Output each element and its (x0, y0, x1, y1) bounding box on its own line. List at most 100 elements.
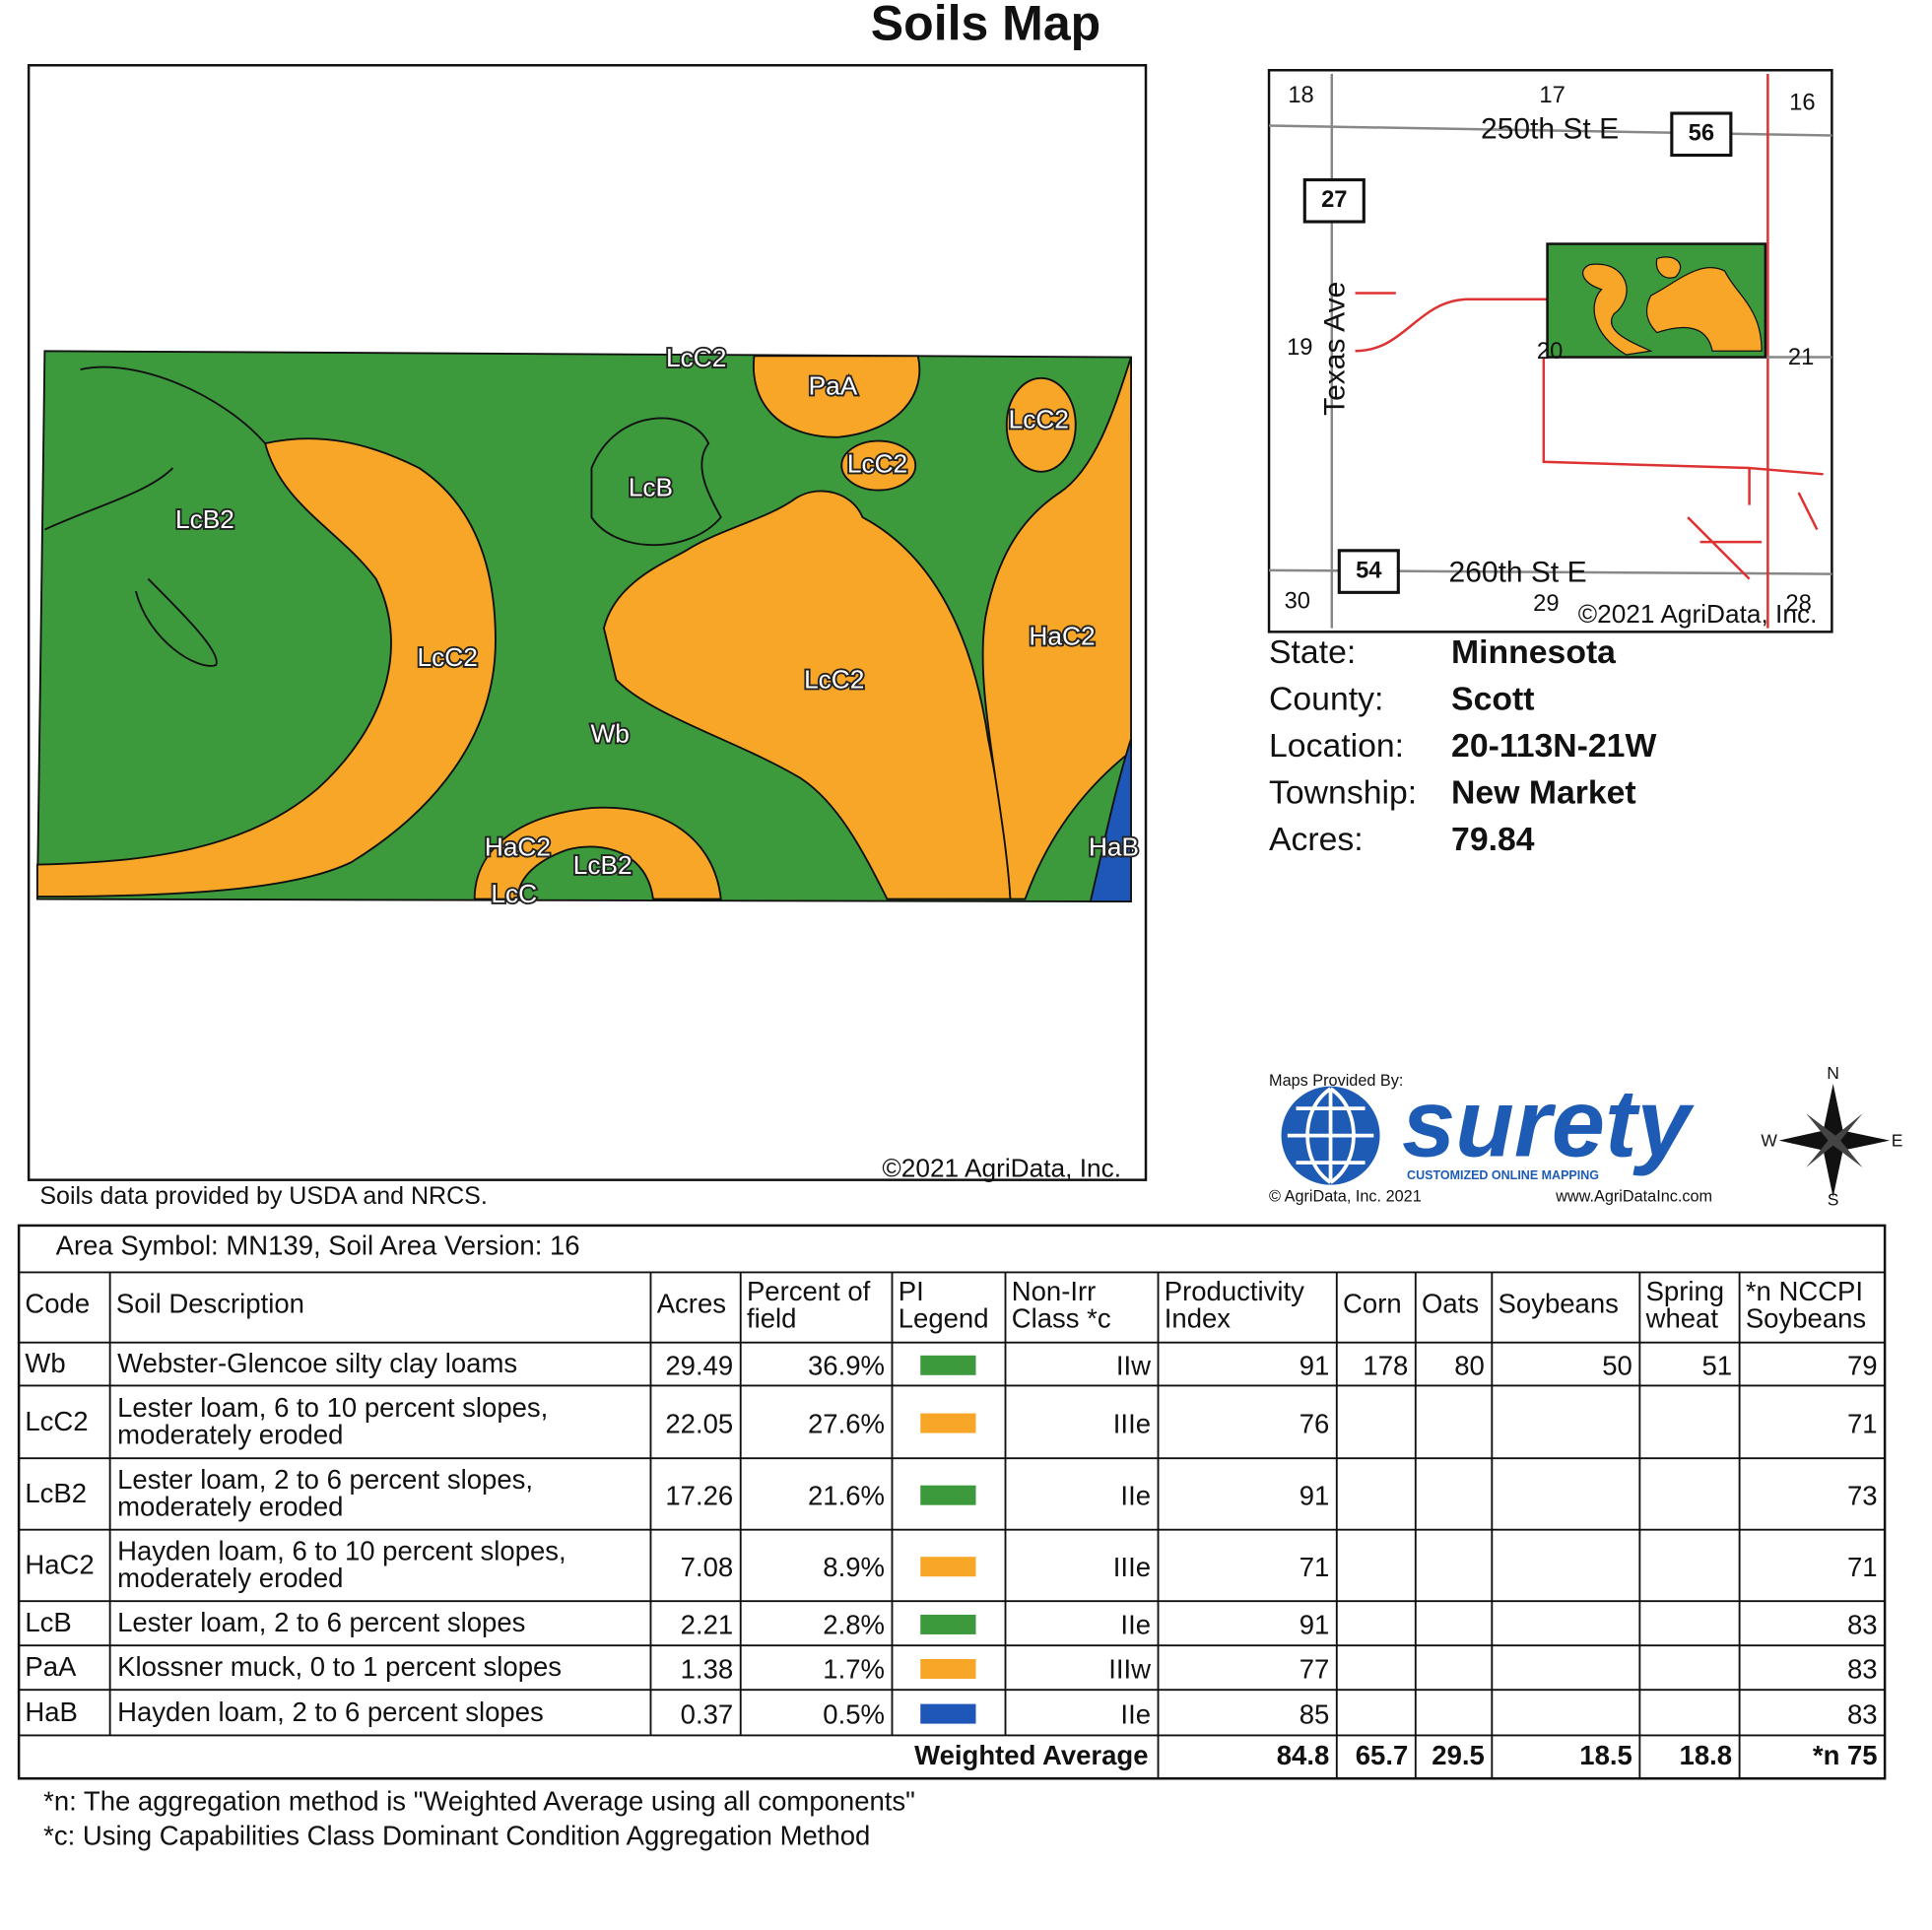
logo-tagline: CUSTOMIZED ONLINE MAPPING (1407, 1168, 1599, 1182)
logo: Maps Provided By: surety CUSTOMIZED ONLI… (1269, 1069, 1712, 1205)
soil-label: HaB (1089, 832, 1139, 861)
cell-percent: 2.8% (823, 1610, 885, 1640)
footer-pi: 84.8 (1277, 1740, 1330, 1770)
soil-code: HaB (25, 1697, 77, 1727)
section-number: 16 (1789, 89, 1815, 115)
info-value: Minnesota (1451, 633, 1616, 671)
cell-nccpi: 83 (1847, 1698, 1878, 1729)
cell-class: IIe (1120, 1610, 1151, 1640)
locator-parcel (1546, 242, 1767, 359)
soil-label: LcB2 (175, 504, 234, 534)
pi-legend-swatch (920, 1355, 976, 1375)
section-number: 20 (1537, 338, 1563, 365)
cell-oats: 80 (1454, 1351, 1485, 1381)
footnote: *c: Using Capabilities Class Dominant Co… (43, 1821, 870, 1851)
soil-label: LcC2 (804, 664, 864, 694)
logo-brand: surety (1402, 1069, 1695, 1176)
cell-pi: 76 (1299, 1408, 1330, 1438)
cell-pi: 77 (1299, 1654, 1330, 1685)
pi-legend-swatch (920, 1703, 976, 1724)
cell-class: IIIe (1113, 1408, 1151, 1438)
logo-copyright: © AgriData, Inc. 2021 (1269, 1187, 1422, 1205)
locator-roads (1269, 74, 1832, 629)
soil-label: LcC2 (418, 642, 478, 672)
column-header: Acres (657, 1288, 726, 1318)
soil-label: LcB (629, 472, 673, 501)
soil-label: LcC (491, 879, 537, 908)
soil-code: Wb (25, 1348, 65, 1378)
soil-description: moderately eroded (117, 1420, 343, 1450)
soil-code: LcB (25, 1607, 71, 1637)
column-header: Spring (1646, 1276, 1725, 1306)
cell-acres: 0.37 (681, 1698, 734, 1729)
info-panel: State: Minnesota County: Scott Location: 20-1… (1269, 633, 1656, 858)
soil-label: Wb (591, 718, 630, 748)
column-header: Productivity (1165, 1276, 1304, 1306)
footnote: *n: The aggregation method is "Weighted … (43, 1785, 915, 1816)
soil-map (35, 350, 1132, 903)
section-number: 18 (1288, 82, 1313, 108)
column-header: Soil Description (116, 1288, 304, 1318)
soil-code: HaC2 (25, 1549, 94, 1579)
info-value: 79.84 (1451, 821, 1535, 858)
pi-legend-swatch (920, 1614, 976, 1634)
info-label: Acres: (1269, 821, 1364, 858)
soil-label: HaC2 (1029, 622, 1095, 651)
cell-acres: 29.49 (665, 1351, 733, 1381)
soil-label: HaC2 (485, 832, 551, 861)
cell-percent: 36.9% (808, 1351, 885, 1381)
cell-soybeans: 50 (1602, 1351, 1632, 1381)
column-header: Code (25, 1288, 90, 1318)
section-number: 28 (1785, 590, 1811, 617)
footer-soybeans: 18.5 (1579, 1740, 1632, 1770)
cell-nccpi: 79 (1847, 1351, 1878, 1381)
pi-legend-swatch (920, 1413, 976, 1433)
cell-pi: 91 (1299, 1610, 1330, 1640)
soil-description: Lester loam, 2 to 6 percent slopes (117, 1607, 525, 1637)
cell-nccpi: 83 (1847, 1654, 1878, 1685)
cell-pi: 91 (1299, 1480, 1330, 1510)
source-note: Soils data provided by USDA and NRCS. (39, 1182, 487, 1210)
soil-label: PaA (809, 371, 858, 401)
map-copyright: ©2021 AgriData, Inc. (882, 1154, 1121, 1183)
cell-percent: 1.7% (823, 1654, 885, 1685)
info-value: New Market (1451, 773, 1636, 811)
soil-description: Lester loam, 2 to 6 percent slopes, (117, 1464, 533, 1495)
info-value: Scott (1451, 680, 1534, 717)
compass-e: E (1892, 1131, 1903, 1151)
shield (1670, 111, 1733, 158)
cell-class: IIe (1120, 1698, 1151, 1729)
cell-acres: 7.08 (681, 1552, 734, 1582)
locator-labels: 18 17 16 19 20 21 30 29 28 250th St E 260th St E Te… (1285, 82, 1816, 617)
cell-acres: 2.21 (681, 1610, 734, 1640)
column-header: *n NCCPI (1746, 1276, 1863, 1306)
cell-wheat: 51 (1702, 1351, 1733, 1381)
column-header: wheat (1645, 1302, 1719, 1333)
cell-pi: 91 (1299, 1351, 1330, 1381)
section-number: 17 (1539, 82, 1565, 108)
cell-corn: 178 (1363, 1351, 1408, 1381)
cell-pi: 71 (1299, 1552, 1330, 1582)
soil-code: PaA (25, 1651, 77, 1682)
shield-number: 27 (1321, 186, 1347, 213)
footer-corn: 65.7 (1356, 1740, 1409, 1770)
column-header: Index (1165, 1302, 1232, 1333)
shield (1337, 549, 1400, 594)
column-header: Non-Irr (1012, 1276, 1097, 1306)
cell-acres: 1.38 (681, 1654, 734, 1685)
map-labels: LcC2 PaA LcC2 LcC2 LcB LcB2 HaC2 LcC2 LcC2 Wb HaC2… (173, 341, 1141, 910)
info-label: Location: (1269, 727, 1404, 765)
soil-table: Area Symbol: MN139, Soil Area Version: 1… (17, 1224, 1887, 1780)
column-header: Percent of (747, 1276, 871, 1306)
info-label: County: (1269, 680, 1383, 717)
cell-percent: 21.6% (808, 1480, 885, 1510)
cell-percent: 0.5% (823, 1698, 885, 1729)
column-header: field (747, 1302, 796, 1333)
column-header: Soybeans (1746, 1302, 1866, 1333)
column-header: Legend (899, 1302, 989, 1333)
shield (1302, 177, 1366, 224)
footer-label: Weighted Average (914, 1740, 1148, 1770)
soil-description: Hayden loam, 2 to 6 percent slopes (117, 1697, 544, 1727)
logo-url: www.AgriDataInc.com (1555, 1187, 1712, 1205)
